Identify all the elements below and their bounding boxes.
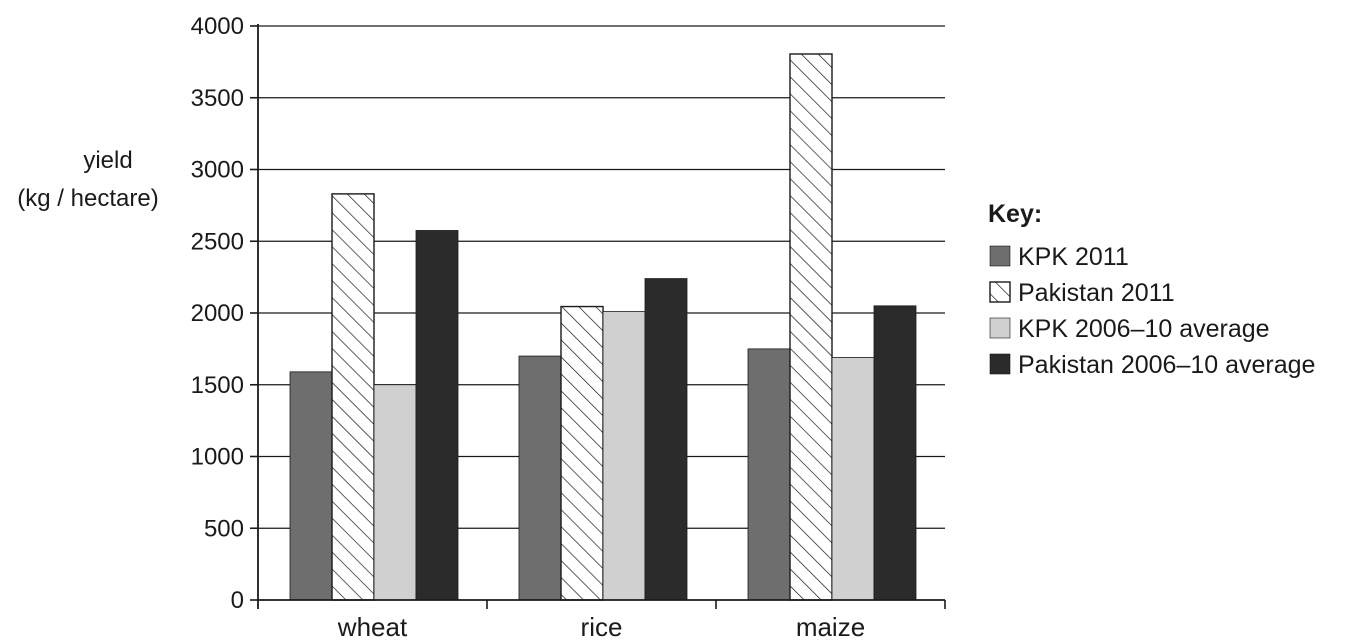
y-tick-label: 0 bbox=[231, 587, 244, 614]
bar-maize-1 bbox=[747, 348, 791, 601]
bar-wheat-4 bbox=[415, 230, 459, 601]
y-tick-label: 2500 bbox=[191, 228, 244, 255]
y-tick-label: 4000 bbox=[191, 13, 244, 40]
bar-wheat-1 bbox=[289, 371, 333, 601]
legend-entry: KPK 2006–10 average bbox=[1018, 315, 1270, 343]
legend-swatch bbox=[989, 281, 1011, 303]
bar-wheat-3 bbox=[373, 384, 417, 601]
y-tick-label: 2000 bbox=[191, 300, 244, 327]
y-tick-label: 500 bbox=[204, 515, 244, 542]
category-labels: wheat rice maize bbox=[337, 612, 865, 642]
axes bbox=[250, 24, 946, 609]
legend: Key: KPK 2011 Pakistan 2011 KPK 2006–10 av… bbox=[988, 200, 1315, 379]
bars bbox=[289, 53, 917, 601]
legend-entry: KPK 2011 bbox=[1018, 243, 1129, 271]
y-tick-labels: 0 500 1000 1500 2000 2500 3000 3500 4000 bbox=[191, 13, 244, 614]
legend-swatch bbox=[989, 317, 1011, 339]
category-label: maize bbox=[796, 612, 865, 642]
bar-wheat-2 bbox=[331, 193, 375, 601]
legend-swatch bbox=[989, 245, 1011, 267]
category-label: wheat bbox=[337, 612, 408, 642]
legend-entry: Pakistan 2011 bbox=[1018, 279, 1175, 307]
bar-rice-1 bbox=[518, 355, 562, 601]
legend-swatch bbox=[989, 353, 1011, 375]
y-axis-label-line1: yield bbox=[83, 147, 132, 174]
bar-maize-2 bbox=[789, 53, 833, 601]
category-label: rice bbox=[581, 612, 623, 642]
y-tick-label: 3000 bbox=[191, 157, 244, 184]
legend-title: Key: bbox=[988, 200, 1042, 228]
bar-maize-4 bbox=[873, 305, 917, 601]
y-tick-label: 1000 bbox=[191, 444, 244, 471]
bar-maize-3 bbox=[831, 357, 875, 601]
y-tick-label: 3500 bbox=[191, 85, 244, 112]
y-axis-label-line2: (kg / hectare) bbox=[17, 185, 158, 212]
bar-rice-4 bbox=[644, 278, 688, 601]
bar-rice-3 bbox=[602, 311, 646, 601]
bar-rice-2 bbox=[560, 305, 604, 601]
legend-entry: Pakistan 2006–10 average bbox=[1018, 351, 1315, 379]
y-tick-label: 1500 bbox=[191, 372, 244, 399]
